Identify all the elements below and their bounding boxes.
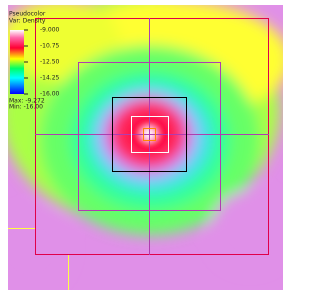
- legend-max: Max: -9.272: [9, 98, 45, 105]
- tick-label: -14.25: [40, 75, 60, 82]
- tick-label: -16.00: [40, 91, 60, 98]
- legend-min: Min: -16.00: [9, 104, 43, 111]
- level-box: [35, 18, 269, 255]
- legend-ticks: -9.000 -10.75 -12.50 -14.25 -16.00: [24, 27, 60, 98]
- page: {"legend": {"title": "Pseudocolor", "var…: [8, 5, 283, 290]
- legend-title: Pseudocolor: [9, 11, 46, 18]
- legend-variable: Var: Density: [9, 18, 46, 25]
- level-box: [112, 97, 187, 172]
- density-field: [8, 5, 283, 290]
- tick-label: -9.000: [40, 27, 60, 34]
- visualization: Pseudocolor Var: Density -9.000 -10.75 -12…: [8, 5, 283, 290]
- mesh-boxes: [8, 18, 269, 290]
- color-bar: [10, 30, 24, 94]
- tick-label: -12.50: [40, 59, 60, 66]
- level-box: [143, 128, 156, 141]
- level-box: [131, 116, 169, 153]
- tick-label: -10.75: [40, 43, 60, 50]
- legend: Pseudocolor Var: Density -9.000 -10.75 -12…: [9, 11, 60, 111]
